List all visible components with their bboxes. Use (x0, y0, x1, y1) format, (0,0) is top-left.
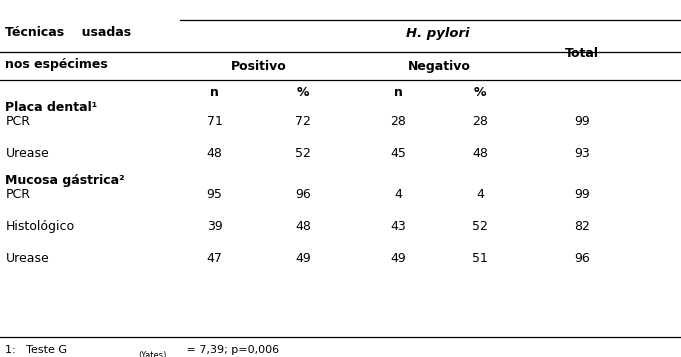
Text: PCR: PCR (5, 115, 31, 128)
Text: 49: 49 (390, 252, 407, 265)
Text: Técnicas    usadas: Técnicas usadas (5, 26, 131, 39)
Text: 52: 52 (295, 147, 311, 160)
Text: 95: 95 (206, 188, 223, 201)
Text: Placa dental¹: Placa dental¹ (5, 101, 97, 114)
Text: 48: 48 (472, 147, 488, 160)
Text: 99: 99 (574, 188, 590, 201)
Text: 71: 71 (206, 115, 223, 128)
Text: Histológico: Histológico (5, 220, 75, 233)
Text: 28: 28 (472, 115, 488, 128)
Text: 1:   Teste G: 1: Teste G (5, 345, 67, 355)
Text: 48: 48 (206, 147, 223, 160)
Text: PCR: PCR (5, 188, 31, 201)
Text: 99: 99 (574, 115, 590, 128)
Text: Mucosa gástrica²: Mucosa gástrica² (5, 174, 125, 187)
Text: n: n (394, 86, 403, 99)
Text: %: % (297, 86, 309, 99)
Text: Total: Total (565, 47, 599, 60)
Text: Urease: Urease (5, 147, 49, 160)
Text: 43: 43 (390, 220, 407, 233)
Text: (Yates): (Yates) (138, 351, 167, 357)
Text: 39: 39 (206, 220, 223, 233)
Text: 82: 82 (574, 220, 590, 233)
Text: %: % (474, 86, 486, 99)
Text: 93: 93 (574, 147, 590, 160)
Text: 52: 52 (472, 220, 488, 233)
Text: n: n (210, 86, 219, 99)
Text: H. pylori: H. pylori (406, 27, 469, 40)
Text: 4: 4 (476, 188, 484, 201)
Text: 45: 45 (390, 147, 407, 160)
Text: = 7,39; p=0,006: = 7,39; p=0,006 (183, 345, 279, 355)
Text: 72: 72 (295, 115, 311, 128)
Text: 48: 48 (295, 220, 311, 233)
Text: Urease: Urease (5, 252, 49, 265)
Text: Negativo: Negativo (408, 60, 471, 72)
Text: 49: 49 (295, 252, 311, 265)
Text: Positivo: Positivo (231, 60, 287, 72)
Text: nos espécimes: nos espécimes (5, 58, 108, 71)
Text: 4: 4 (394, 188, 402, 201)
Text: 28: 28 (390, 115, 407, 128)
Text: 51: 51 (472, 252, 488, 265)
Text: 47: 47 (206, 252, 223, 265)
Text: 96: 96 (574, 252, 590, 265)
Text: 96: 96 (295, 188, 311, 201)
